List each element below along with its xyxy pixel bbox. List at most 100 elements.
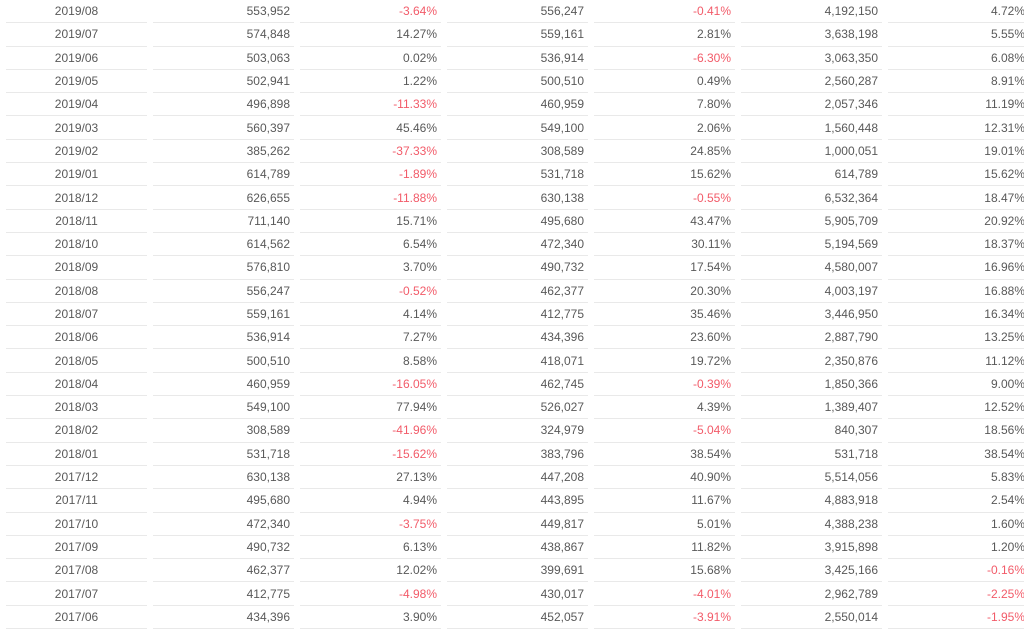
value-a-cell: 496,898 bbox=[153, 93, 294, 117]
value-b-cell: 324,979 bbox=[447, 419, 588, 443]
cumulative-change-pct-cell: 38.54% bbox=[888, 443, 1024, 466]
cumulative-value-cell: 2,962,789 bbox=[741, 582, 882, 606]
value-a-cell: 630,138 bbox=[153, 466, 294, 490]
value-b-cell: 556,247 bbox=[447, 0, 588, 24]
table-body: 2019/08 553,952 -3.64% 556,247 -0.41% 4,192,1… bbox=[6, 0, 1024, 629]
cumulative-change-pct-cell: 16.96% bbox=[888, 256, 1024, 280]
cumulative-value-cell: 4,580,007 bbox=[741, 256, 882, 280]
value-a-cell: 490,732 bbox=[153, 536, 294, 560]
table-row: 2019/06 503,063 0.02% 536,914 -6.30% 3,063,35… bbox=[6, 47, 1024, 70]
change-b-pct-cell: 2.06% bbox=[594, 116, 735, 140]
cumulative-change-pct-cell: 16.34% bbox=[888, 303, 1024, 327]
cumulative-value-cell: 5,905,709 bbox=[741, 210, 882, 233]
month-cell: 2017/09 bbox=[6, 536, 147, 560]
change-a-pct-cell: -3.75% bbox=[300, 513, 441, 536]
change-a-pct-cell: 1.22% bbox=[300, 70, 441, 94]
month-cell: 2018/05 bbox=[6, 349, 147, 373]
cumulative-change-pct-cell: 8.91% bbox=[888, 70, 1024, 94]
cumulative-value-cell: 2,350,876 bbox=[741, 349, 882, 373]
value-a-cell: 412,775 bbox=[153, 582, 294, 606]
change-b-pct-cell: 23.60% bbox=[594, 326, 735, 350]
month-cell: 2017/11 bbox=[6, 489, 147, 513]
change-b-pct-cell: 0.49% bbox=[594, 70, 735, 94]
change-a-pct-cell: -11.33% bbox=[300, 93, 441, 117]
value-b-cell: 452,057 bbox=[447, 606, 588, 629]
value-b-cell: 438,867 bbox=[447, 536, 588, 560]
value-b-cell: 399,691 bbox=[447, 559, 588, 583]
value-a-cell: 556,247 bbox=[153, 280, 294, 303]
change-a-pct-cell: -0.52% bbox=[300, 280, 441, 303]
table-row: 2017/11 495,680 4.94% 443,895 11.67% 4,883,91… bbox=[6, 489, 1024, 513]
cumulative-change-pct-cell: 15.62% bbox=[888, 163, 1024, 187]
value-a-cell: 503,063 bbox=[153, 47, 294, 70]
month-cell: 2018/04 bbox=[6, 373, 147, 397]
table-row: 2018/04 460,959 -16.05% 462,745 -0.39% 1,850,… bbox=[6, 373, 1024, 397]
cumulative-value-cell: 2,887,790 bbox=[741, 326, 882, 350]
value-a-cell: 502,941 bbox=[153, 70, 294, 94]
cumulative-change-pct-cell: 18.47% bbox=[888, 186, 1024, 210]
cumulative-value-cell: 4,003,197 bbox=[741, 280, 882, 303]
change-a-pct-cell: 77.94% bbox=[300, 396, 441, 420]
month-cell: 2017/06 bbox=[6, 606, 147, 629]
cumulative-change-pct-cell: 4.72% bbox=[888, 0, 1024, 24]
cumulative-change-pct-cell: 19.01% bbox=[888, 140, 1024, 164]
change-b-pct-cell: 43.47% bbox=[594, 210, 735, 233]
cumulative-change-pct-cell: 20.92% bbox=[888, 210, 1024, 233]
table-row: 2017/08 462,377 12.02% 399,691 15.68% 3,425,1… bbox=[6, 559, 1024, 583]
table-row: 2018/01 531,718 -15.62% 383,796 38.54% 531,71… bbox=[6, 443, 1024, 466]
change-b-pct-cell: 7.80% bbox=[594, 93, 735, 117]
value-a-cell: 559,161 bbox=[153, 303, 294, 327]
table-row: 2017/06 434,396 3.90% 452,057 -3.91% 2,550,01… bbox=[6, 606, 1024, 629]
value-b-cell: 462,377 bbox=[447, 280, 588, 303]
cumulative-change-pct-cell: 13.25% bbox=[888, 326, 1024, 350]
change-a-pct-cell: 8.58% bbox=[300, 349, 441, 373]
value-b-cell: 526,027 bbox=[447, 396, 588, 420]
change-b-pct-cell: -5.04% bbox=[594, 419, 735, 443]
month-cell: 2017/08 bbox=[6, 559, 147, 583]
value-a-cell: 553,952 bbox=[153, 0, 294, 24]
cumulative-change-pct-cell: 12.31% bbox=[888, 116, 1024, 140]
cumulative-change-pct-cell: 16.88% bbox=[888, 280, 1024, 303]
change-a-pct-cell: 3.90% bbox=[300, 606, 441, 629]
value-b-cell: 383,796 bbox=[447, 443, 588, 466]
change-b-pct-cell: 40.90% bbox=[594, 466, 735, 490]
cumulative-change-pct-cell: 9.00% bbox=[888, 373, 1024, 397]
month-cell: 2019/05 bbox=[6, 70, 147, 94]
change-b-pct-cell: 2.81% bbox=[594, 23, 735, 47]
cumulative-change-pct-cell: 11.12% bbox=[888, 349, 1024, 373]
month-cell: 2018/02 bbox=[6, 419, 147, 443]
month-cell: 2018/12 bbox=[6, 186, 147, 210]
value-b-cell: 531,718 bbox=[447, 163, 588, 187]
table-row: 2018/02 308,589 -41.96% 324,979 -5.04% 840,30… bbox=[6, 419, 1024, 443]
value-b-cell: 430,017 bbox=[447, 582, 588, 606]
change-a-pct-cell: -4.98% bbox=[300, 582, 441, 606]
cumulative-value-cell: 4,883,918 bbox=[741, 489, 882, 513]
month-cell: 2017/12 bbox=[6, 466, 147, 490]
cumulative-change-pct-cell: 18.56% bbox=[888, 419, 1024, 443]
month-cell: 2018/11 bbox=[6, 210, 147, 233]
change-b-pct-cell: 15.68% bbox=[594, 559, 735, 583]
value-b-cell: 447,208 bbox=[447, 466, 588, 490]
cumulative-value-cell: 5,194,569 bbox=[741, 233, 882, 257]
table-row: 2018/06 536,914 7.27% 434,396 23.60% 2,887,79… bbox=[6, 326, 1024, 350]
change-b-pct-cell: 30.11% bbox=[594, 233, 735, 257]
value-b-cell: 434,396 bbox=[447, 326, 588, 350]
value-a-cell: 614,789 bbox=[153, 163, 294, 187]
cumulative-value-cell: 4,192,150 bbox=[741, 0, 882, 24]
cumulative-value-cell: 840,307 bbox=[741, 419, 882, 443]
month-cell: 2019/08 bbox=[6, 0, 147, 24]
cumulative-value-cell: 2,550,014 bbox=[741, 606, 882, 629]
value-b-cell: 449,817 bbox=[447, 513, 588, 536]
month-cell: 2018/01 bbox=[6, 443, 147, 466]
table-row: 2018/12 626,655 -11.88% 630,138 -0.55% 6,532,… bbox=[6, 186, 1024, 210]
table-row: 2018/07 559,161 4.14% 412,775 35.46% 3,446,95… bbox=[6, 303, 1024, 327]
month-cell: 2018/09 bbox=[6, 256, 147, 280]
change-b-pct-cell: 11.82% bbox=[594, 536, 735, 560]
month-cell: 2019/06 bbox=[6, 47, 147, 70]
table-row: 2018/11 711,140 15.71% 495,680 43.47% 5,905,7… bbox=[6, 210, 1024, 233]
month-cell: 2019/03 bbox=[6, 116, 147, 140]
change-a-pct-cell: 0.02% bbox=[300, 47, 441, 70]
cumulative-change-pct-cell: -0.16% bbox=[888, 559, 1024, 583]
value-b-cell: 412,775 bbox=[447, 303, 588, 327]
cumulative-change-pct-cell: 1.60% bbox=[888, 513, 1024, 536]
